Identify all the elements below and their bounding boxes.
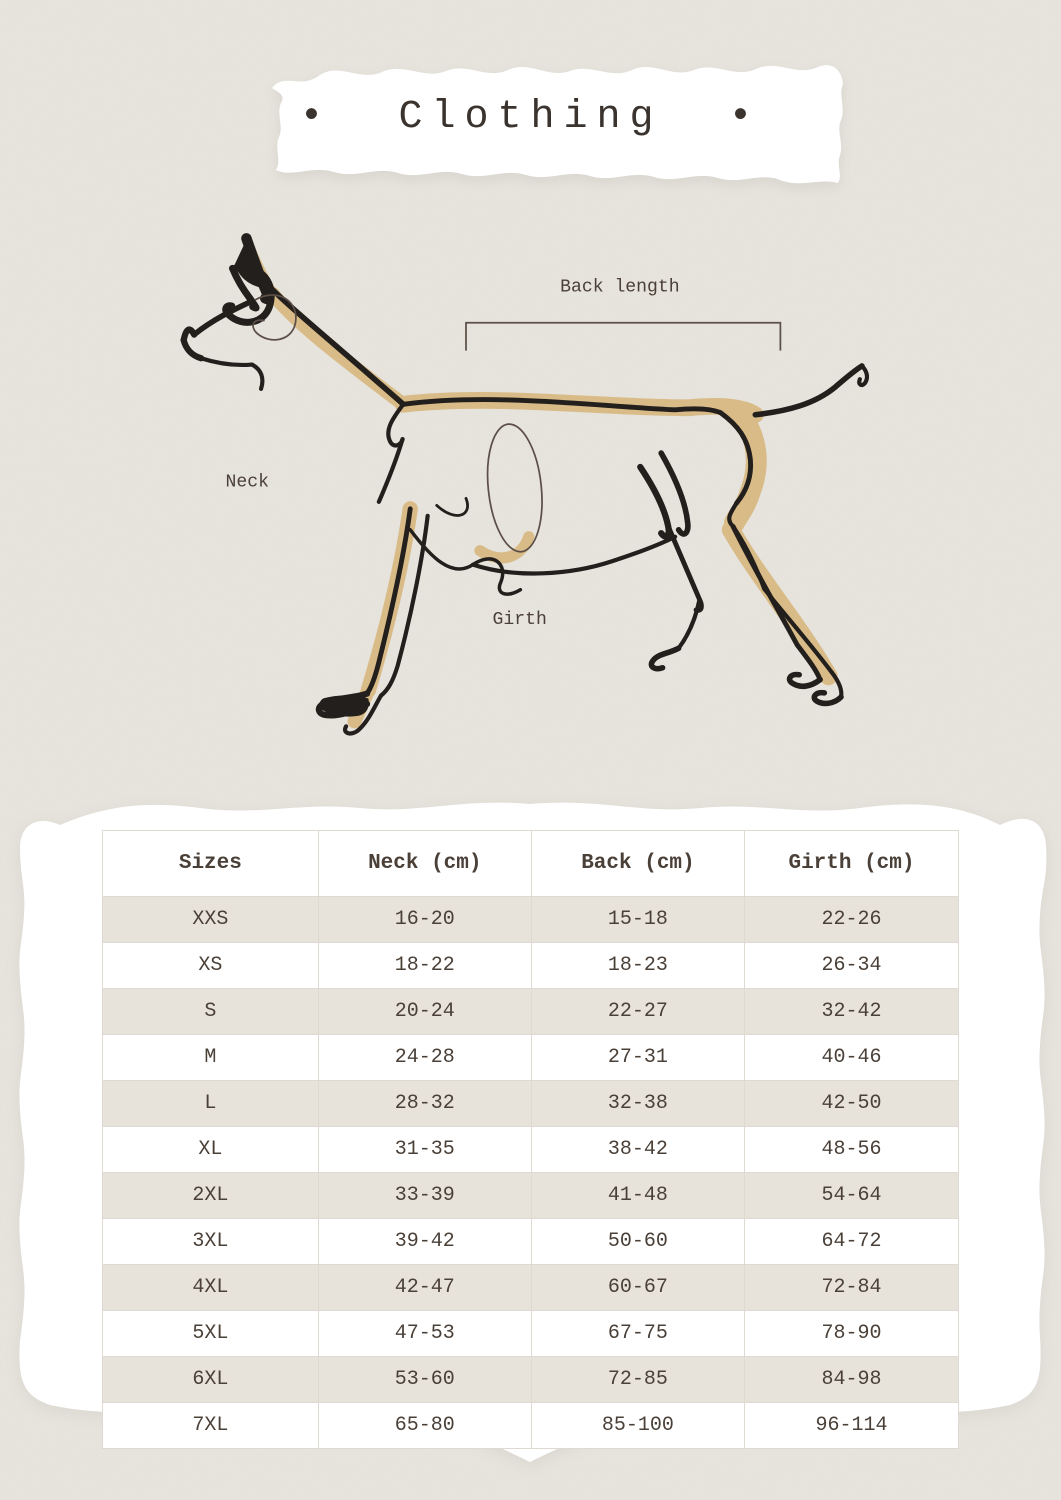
svg-text:Neck: Neck — [226, 473, 269, 493]
svg-text:Back length: Back length — [560, 277, 680, 297]
svg-text:Girth: Girth — [492, 610, 546, 630]
